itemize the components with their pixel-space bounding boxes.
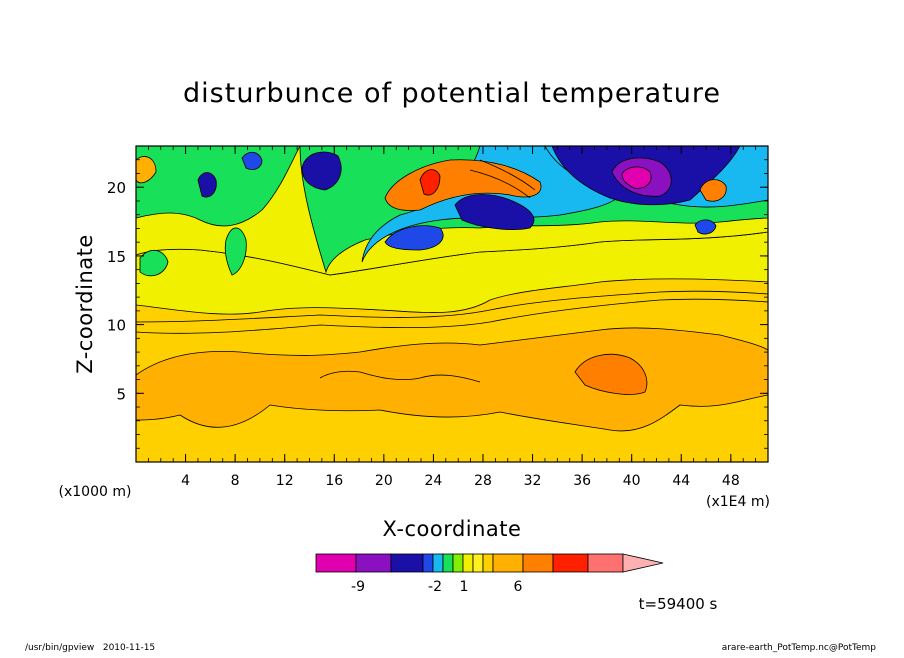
x-tick-label: 12 <box>276 473 294 489</box>
x-tick-label: 20 <box>375 473 393 489</box>
colorbar <box>315 553 664 573</box>
y-tick-label: 10 <box>107 317 126 335</box>
colorbar-segment <box>442 553 454 573</box>
contour-region-blue-left-3 <box>241 151 263 170</box>
x-axis: 4 8 12 16 20 24 28 32 36 40 44 48 <box>147 146 757 489</box>
colorbar-segment <box>482 553 494 573</box>
colorbar-segment <box>452 553 464 573</box>
contour-region-orange-left <box>136 156 157 184</box>
y-tick-label: 15 <box>107 248 126 266</box>
chart-title: disturbunce of potential temperature <box>183 78 721 109</box>
colorbar-segment <box>422 553 434 573</box>
y-axis-label: Z-coordinate <box>73 234 97 374</box>
x-tick-label: 36 <box>573 473 591 489</box>
contour-region-blue-mid <box>454 194 535 230</box>
colorbar-tick-label: -2 <box>428 579 442 595</box>
contour-region-warm-low <box>136 327 768 432</box>
x-tick-label: 44 <box>672 473 690 489</box>
x-axis-label: X-coordinate <box>383 517 522 541</box>
contour-region-red-upper <box>419 169 441 196</box>
contour-region-blue-lower <box>384 225 444 251</box>
x-tick-label: 16 <box>325 473 343 489</box>
x-tick-label: 24 <box>424 473 442 489</box>
x-tick-label: 32 <box>524 473 542 489</box>
y-tick-label: 20 <box>107 179 126 197</box>
contour-region-orange-right <box>699 179 727 202</box>
colorbar-segment <box>390 553 424 573</box>
colorbar-segment <box>552 553 589 573</box>
contour-region-blue-left <box>301 151 342 191</box>
colorbar-tick-labels: -9 -2 1 6 <box>351 579 523 595</box>
colorbar-tick-label: -9 <box>351 579 365 595</box>
contour-field <box>136 146 768 462</box>
contour-region-warm-core <box>574 353 648 395</box>
colorbar-segment <box>462 553 474 573</box>
colorbar-segment <box>355 553 392 573</box>
contour-region-magenta <box>621 166 652 189</box>
x-tick-label: 28 <box>474 473 492 489</box>
x-tick-label: 8 <box>231 473 240 489</box>
contour-region-blue-small-right <box>694 219 717 235</box>
colorbar-segment <box>522 553 554 573</box>
footer-right: arare-earth_PotTemp.nc@PotTemp <box>722 643 877 653</box>
x-tick-label: 48 <box>722 473 740 489</box>
plot-frame <box>135 145 769 463</box>
colorbar-segment <box>492 553 524 573</box>
colorbar-segment <box>472 553 484 573</box>
colorbar-tick-label: 1 <box>460 579 469 595</box>
time-label: t=59400 s <box>639 595 718 613</box>
contour-region-green-small <box>139 249 169 277</box>
y-unit-label: (x1000 m) <box>59 484 132 500</box>
colorbar-segment <box>587 553 624 573</box>
colorbar-tick-label: 6 <box>514 579 523 595</box>
contour-region-green-small-2 <box>224 227 247 276</box>
x-unit-label: (x1E4 m) <box>706 494 770 510</box>
y-axis: 5 10 15 20 <box>107 159 768 449</box>
y-tick-label: 5 <box>116 385 126 403</box>
contour-lines <box>136 159 768 383</box>
footer-left: /usr/bin/gpview 2010-11-15 <box>25 643 155 653</box>
contour-region-blue-left-2 <box>197 172 217 198</box>
colorbar-arrow <box>622 553 664 573</box>
x-tick-label: 40 <box>623 473 641 489</box>
colorbar-segment <box>432 553 444 573</box>
colorbar-segment <box>315 553 357 573</box>
x-tick-label: 4 <box>181 473 190 489</box>
